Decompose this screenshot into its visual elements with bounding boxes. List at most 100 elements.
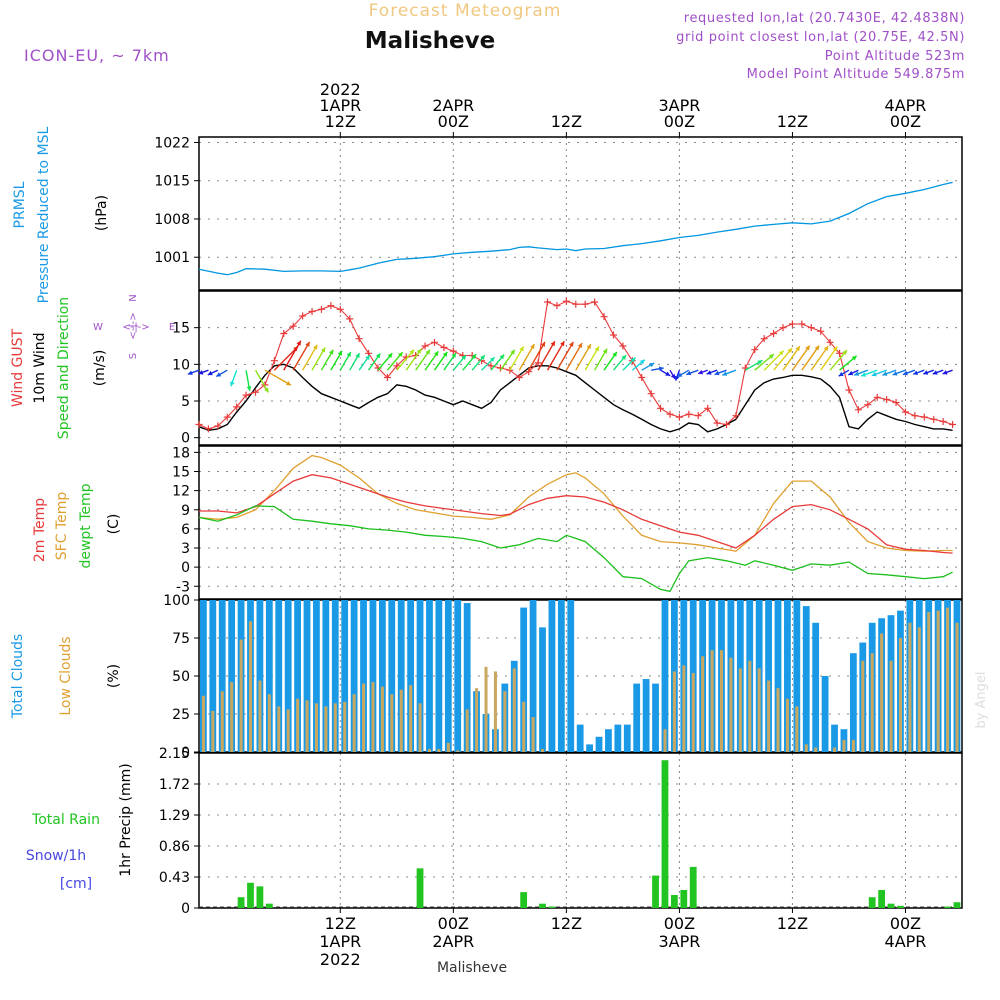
y-tick-label: 1.72 xyxy=(159,777,190,793)
y-tick-label: 1008 xyxy=(154,212,190,228)
wind-arrow-head xyxy=(861,372,867,377)
top-date-label: 4APR xyxy=(885,96,927,115)
gust-marker xyxy=(760,335,768,343)
wind-arrow-head xyxy=(425,349,430,355)
low-clouds-bar xyxy=(503,691,507,752)
gust-marker xyxy=(270,357,278,365)
gust-marker xyxy=(949,420,957,428)
sfc-label: SFC Temp xyxy=(54,492,70,561)
total-clouds-bar xyxy=(397,600,405,752)
total-clouds-bar xyxy=(784,600,791,752)
wind-arrow-head xyxy=(932,370,938,375)
gust-marker xyxy=(826,338,834,346)
wind-arrow-head xyxy=(550,341,555,347)
low-clouds-bar xyxy=(710,650,714,752)
gust-marker xyxy=(741,364,749,372)
wind-arrow xyxy=(584,346,600,371)
wind-arrow-head xyxy=(698,369,704,375)
total-clouds-bar xyxy=(623,724,631,752)
top-hour-label: 12Z xyxy=(325,112,356,131)
wind-arrow-head xyxy=(913,370,919,376)
gust-marker xyxy=(383,374,391,382)
wind-arrow-head xyxy=(355,353,360,359)
low-clouds-bar xyxy=(248,621,253,752)
clouds-unit: (%) xyxy=(106,664,122,688)
clouds-panel-labels: Total Clouds Low Clouds (%) xyxy=(10,634,122,719)
low-clouds-bar xyxy=(748,660,752,752)
speed-direction-label: Speed and Direction xyxy=(56,297,72,439)
series-dewpt-temp xyxy=(198,505,953,593)
gust-marker xyxy=(289,322,297,330)
grid-point-coords: grid point closest lon,lat (20.75E, 42.5… xyxy=(676,30,965,45)
wind-arrow-head xyxy=(778,350,784,356)
gust-marker xyxy=(798,320,806,328)
wind-panel-labels: Wind GUST 10m Wind Speed and Direction (… xyxy=(10,294,175,439)
gust-marker xyxy=(581,300,589,308)
wind-arrow-head xyxy=(471,354,477,360)
snow-label: Snow/1h xyxy=(26,848,86,864)
total-clouds-bar xyxy=(765,600,772,752)
y-tick-label: 15 xyxy=(172,321,190,337)
gust-marker xyxy=(883,396,891,404)
low-clouds-bar xyxy=(286,709,290,752)
gust-marker xyxy=(788,320,796,328)
gust-marker xyxy=(214,422,222,430)
gust-marker xyxy=(591,298,599,306)
wind-arrow-head xyxy=(346,352,351,358)
wind-arrow-head xyxy=(686,370,692,376)
dewpt-label: dewpt Temp xyxy=(78,483,94,568)
low-clouds-bar xyxy=(531,717,535,752)
series-prmsl xyxy=(198,181,953,276)
gust-marker xyxy=(901,408,909,416)
low-clouds-bar xyxy=(672,671,676,752)
y-tick-label: 18 xyxy=(172,445,190,461)
rain-bar xyxy=(689,866,697,908)
total-clouds-bar xyxy=(331,600,339,752)
top-hour-label: 12Z xyxy=(551,112,582,131)
compass-v: <-|-> xyxy=(128,312,139,339)
total-clouds-bar xyxy=(388,600,396,752)
low-clouds-bar xyxy=(719,650,724,752)
total-clouds-bar xyxy=(275,600,283,752)
pressure-label-full: Pressure Reduced to MSL xyxy=(36,126,52,303)
rain-bar xyxy=(680,889,688,908)
low-clouds-bar xyxy=(277,706,281,752)
gust-marker xyxy=(920,413,928,421)
wind-arrow xyxy=(782,345,801,371)
total-clouds-bar xyxy=(548,600,556,752)
wind-arrow-head xyxy=(757,360,763,365)
wind-arrow-head xyxy=(397,352,403,358)
y-tick-label: 50 xyxy=(172,669,190,685)
low-clouds-bar xyxy=(738,668,742,752)
gust-marker xyxy=(836,349,844,357)
low-clouds-bar xyxy=(917,627,921,752)
low-clouds-bar xyxy=(390,694,394,752)
wind-arrow-head xyxy=(480,355,485,361)
gust-marker xyxy=(675,413,683,421)
gust-marker xyxy=(572,300,580,308)
low-clouds-bar xyxy=(955,622,959,752)
y-tick-label: 0 xyxy=(181,901,190,917)
snow-unit-label: [cm] xyxy=(60,876,92,892)
gust-marker xyxy=(619,342,627,350)
bottom-hour-label: 00Z xyxy=(664,914,695,933)
wind-arrow xyxy=(528,341,546,371)
pressure-unit: (hPa) xyxy=(94,195,110,231)
wind-arrow xyxy=(546,340,565,371)
series-2m-temp xyxy=(199,474,953,554)
bottom-hour-label: 12Z xyxy=(551,914,582,933)
wind-unit: (m/s) xyxy=(92,350,108,387)
gust-marker xyxy=(553,302,561,310)
wind-arrow xyxy=(575,343,592,371)
y-tick-label: -3 xyxy=(176,579,190,595)
wind-arrow-head xyxy=(871,371,877,377)
rain-bar xyxy=(548,906,556,908)
bottom-year-label: 2022 xyxy=(320,950,361,969)
y-tick-label: 0 xyxy=(181,560,190,576)
total-clouds-bar xyxy=(831,724,838,752)
wind-arrow xyxy=(565,342,583,371)
wind-arrow-head xyxy=(851,355,857,361)
wind-arrow xyxy=(810,345,829,371)
total-clouds-bar xyxy=(218,600,226,752)
